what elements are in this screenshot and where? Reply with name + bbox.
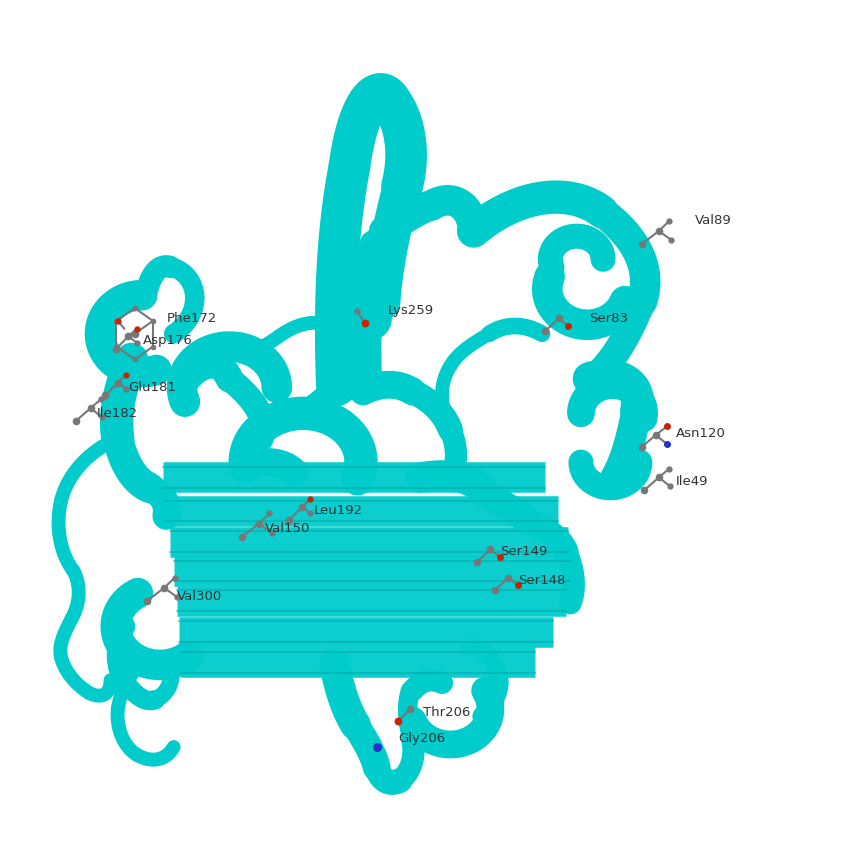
Text: Lys259: Lys259 [387,304,433,317]
Text: Ile182: Ile182 [97,407,138,420]
Text: Asp176: Asp176 [143,334,193,347]
Text: Phe172: Phe172 [167,312,217,325]
Text: Glu181: Glu181 [129,381,176,394]
Text: Ser83: Ser83 [589,312,628,325]
Text: Val89: Val89 [695,214,731,227]
Text: Gly206: Gly206 [398,732,445,745]
Text: Ile49: Ile49 [676,475,709,488]
Text: Asn120: Asn120 [676,427,726,440]
Text: Thr206: Thr206 [423,706,470,719]
Text: Val150: Val150 [265,522,311,535]
Text: Ser149: Ser149 [500,545,547,558]
Text: Ser148: Ser148 [518,574,565,587]
Text: Val300: Val300 [177,590,222,604]
Text: Leu192: Leu192 [313,504,362,518]
